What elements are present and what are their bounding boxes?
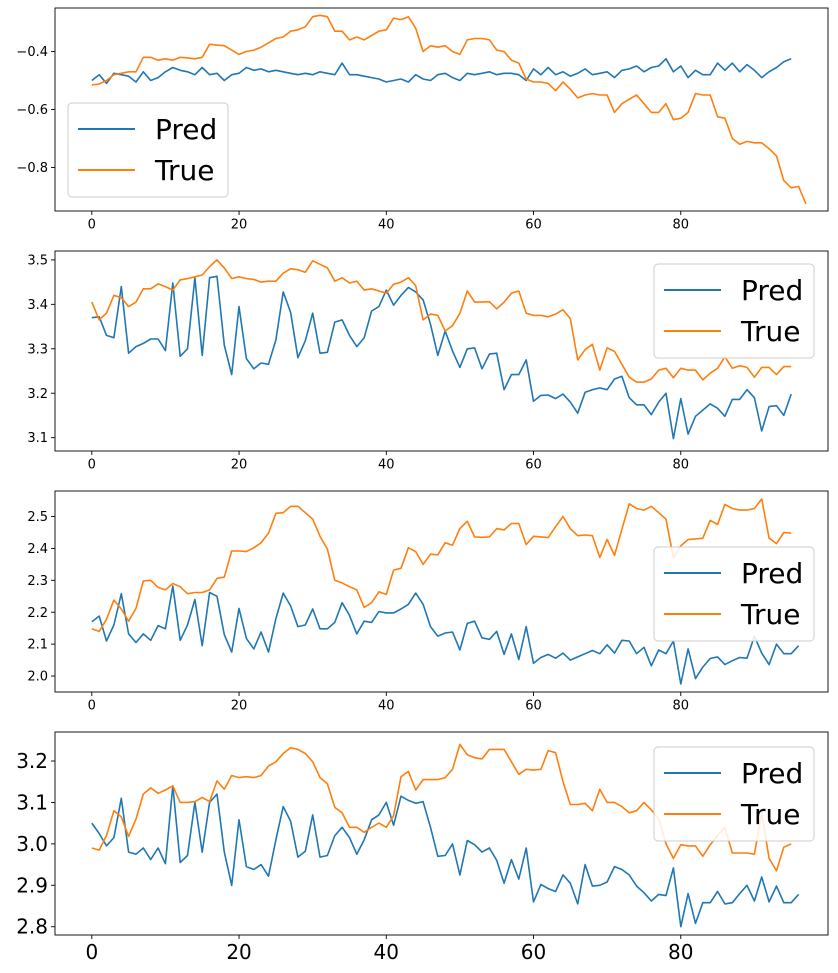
axes-frame-4	[54, 731, 829, 936]
x-tick-label: 0	[88, 699, 96, 714]
axes-frame-3	[54, 490, 829, 693]
y-tick-label: 2.1	[27, 638, 48, 653]
y-tick-label: 3.4	[27, 298, 48, 313]
x-tick-label: 0	[85, 940, 98, 964]
legend-label-true: True	[154, 154, 214, 187]
y-tick-label: −0.8	[16, 161, 48, 176]
y-tick-label: 3.1	[27, 431, 48, 446]
y-tick-label: 3.3	[27, 342, 48, 357]
x-tick-label: 40	[374, 940, 399, 964]
legend-box	[653, 263, 815, 359]
series-line-pred-4	[91, 785, 800, 928]
y-tick-label: 2.5	[27, 510, 48, 525]
y-tick-label: 3.5	[27, 253, 48, 268]
subplot-1: 0 20 40 60 80 −0.8 −0.6 −0.4 Pred True	[16, 7, 829, 233]
y-tick-label: 2.9	[16, 873, 48, 897]
series-line-pred-1	[91, 57, 792, 85]
series-line-pred-2	[91, 275, 792, 440]
x-tick-label: 40	[378, 699, 395, 714]
subplot-4: 0 20 40 60 80 2.8 2.9 3.0 3.1 3.2 Pred True	[16, 731, 829, 964]
legend-3: Pred True	[653, 546, 815, 642]
x-tick-label: 80	[668, 940, 693, 964]
x-tick-label: 0	[88, 218, 96, 233]
legend-box	[653, 746, 815, 842]
legend-label-true: True	[740, 315, 800, 348]
x-tick-label: 80	[672, 458, 689, 473]
x-tick-label: 20	[231, 699, 248, 714]
y-tick-label: −0.4	[16, 45, 48, 60]
x-tick-label: 40	[378, 458, 395, 473]
x-tick-label: 60	[525, 458, 542, 473]
y-tick-label: 3.2	[27, 387, 48, 402]
x-tick-label: 0	[88, 458, 96, 473]
legend-label-pred: Pred	[741, 274, 803, 307]
y-tick-label: 3.0	[16, 832, 48, 856]
y-tick-label: −0.6	[16, 103, 48, 118]
x-tick-label: 20	[226, 940, 251, 964]
y-tick-label: 2.8	[16, 915, 48, 939]
legend-label-true: True	[740, 598, 800, 631]
x-tick-label: 40	[378, 218, 395, 233]
y-tick-label: 2.3	[27, 574, 48, 589]
subplot-3: 0 20 40 60 80 2.0 2.1 2.2 2.3 2.4 2.5 Pred True	[27, 490, 829, 714]
x-tick-label: 80	[672, 699, 689, 714]
x-tick-label: 60	[525, 218, 542, 233]
y-tick-label: 2.0	[27, 670, 48, 685]
y-tick-label: 2.2	[27, 606, 48, 621]
y-tick-label: 3.1	[16, 790, 48, 814]
subplot-2: 0 20 40 60 80 3.1 3.2 3.3 3.4 3.5 Pred True	[27, 250, 829, 473]
axes-frame-2	[54, 250, 829, 452]
x-tick-label: 20	[231, 218, 248, 233]
legend-label-true: True	[740, 798, 800, 831]
legend-label-pred: Pred	[741, 757, 803, 790]
legend-label-pred: Pred	[155, 113, 217, 146]
y-tick-label: 2.4	[27, 542, 48, 557]
series-line-true-4	[91, 743, 792, 872]
y-tick-label: 3.2	[16, 749, 48, 773]
legend-4: Pred True	[653, 746, 815, 842]
x-tick-label: 80	[672, 218, 689, 233]
x-tick-label: 60	[521, 940, 546, 964]
legend-box	[67, 102, 229, 198]
series-line-true-2	[91, 259, 792, 383]
legend-label-pred: Pred	[741, 557, 803, 590]
x-tick-label: 60	[525, 699, 542, 714]
legend-2: Pred True	[653, 263, 815, 359]
x-tick-label: 20	[231, 458, 248, 473]
legend-1: Pred True	[67, 102, 229, 198]
series-line-pred-3	[91, 585, 800, 685]
series-line-true-1	[91, 14, 807, 205]
legend-box	[653, 546, 815, 642]
